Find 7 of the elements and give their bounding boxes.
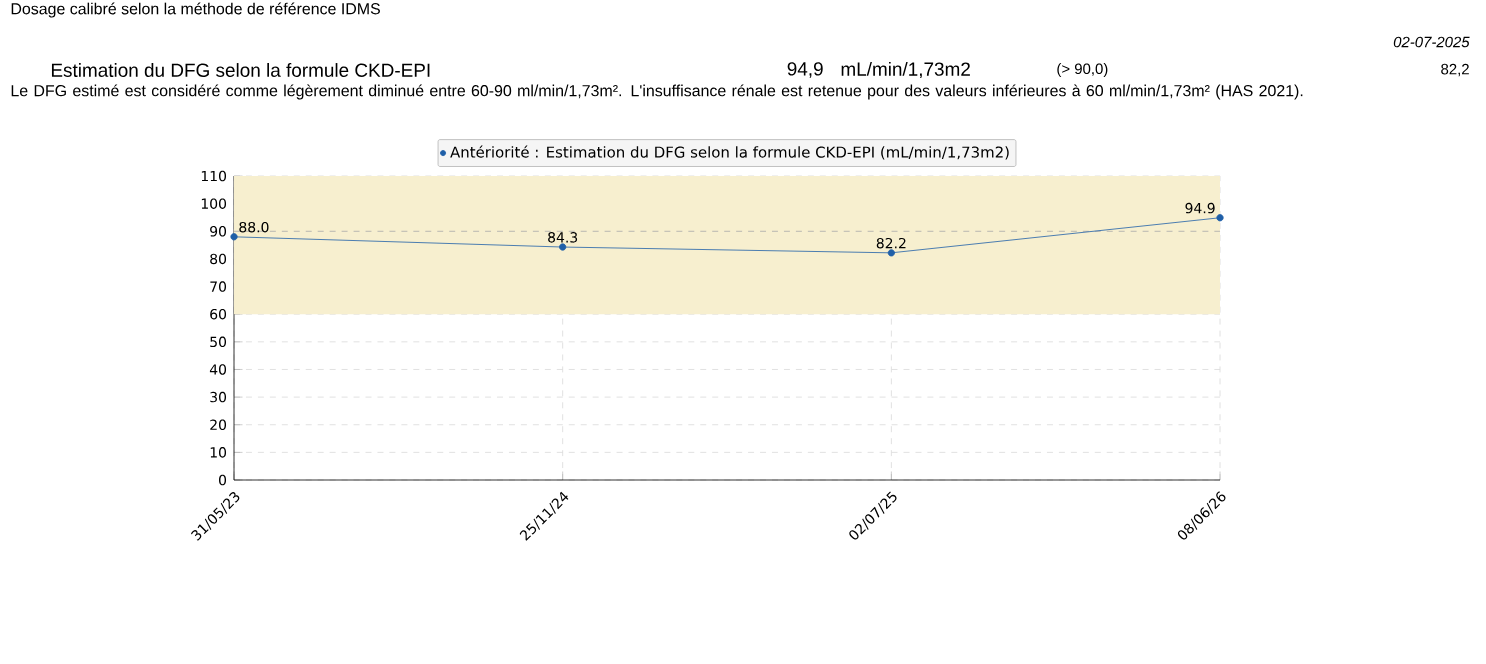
point <box>1216 214 1224 222</box>
point <box>887 249 895 257</box>
text: mL/min/1,73m2 <box>841 61 970 79</box>
point <box>559 243 567 251</box>
point <box>230 233 238 241</box>
text: 94,9 <box>787 62 823 78</box>
text: Estimation du DFG selon la formule CKD-EPI <box>51 63 430 77</box>
